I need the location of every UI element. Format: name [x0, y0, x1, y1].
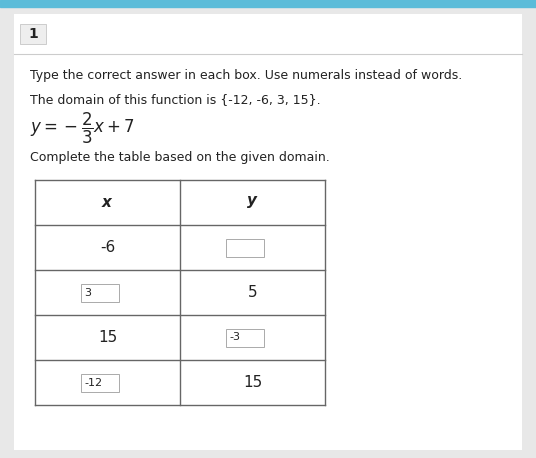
Text: $y = -\dfrac{2}{3}x + 7$: $y = -\dfrac{2}{3}x + 7$ — [30, 110, 135, 146]
Text: 1: 1 — [28, 27, 38, 41]
Text: 15: 15 — [98, 330, 117, 345]
Text: Type the correct answer in each box. Use numerals instead of words.: Type the correct answer in each box. Use… — [30, 70, 462, 82]
Text: The domain of this function is {-12, -6, 3, 15}.: The domain of this function is {-12, -6,… — [30, 93, 321, 107]
Text: -6: -6 — [100, 240, 115, 255]
Bar — [80, 374, 118, 392]
Text: $\bfit{y}$: $\bfit{y}$ — [246, 195, 259, 211]
Text: 3: 3 — [85, 288, 92, 298]
Text: $\bfit{x}$: $\bfit{x}$ — [101, 195, 114, 210]
Bar — [226, 328, 264, 347]
Text: Complete the table based on the given domain.: Complete the table based on the given do… — [30, 152, 330, 164]
Bar — [20, 24, 46, 44]
Text: 15: 15 — [243, 375, 262, 390]
Text: 5: 5 — [248, 285, 257, 300]
Bar — [35, 180, 325, 405]
Text: -12: -12 — [85, 377, 102, 387]
Text: -3: -3 — [229, 333, 241, 343]
Bar — [0, 0, 536, 7]
Bar — [226, 239, 264, 256]
Bar — [80, 284, 118, 301]
